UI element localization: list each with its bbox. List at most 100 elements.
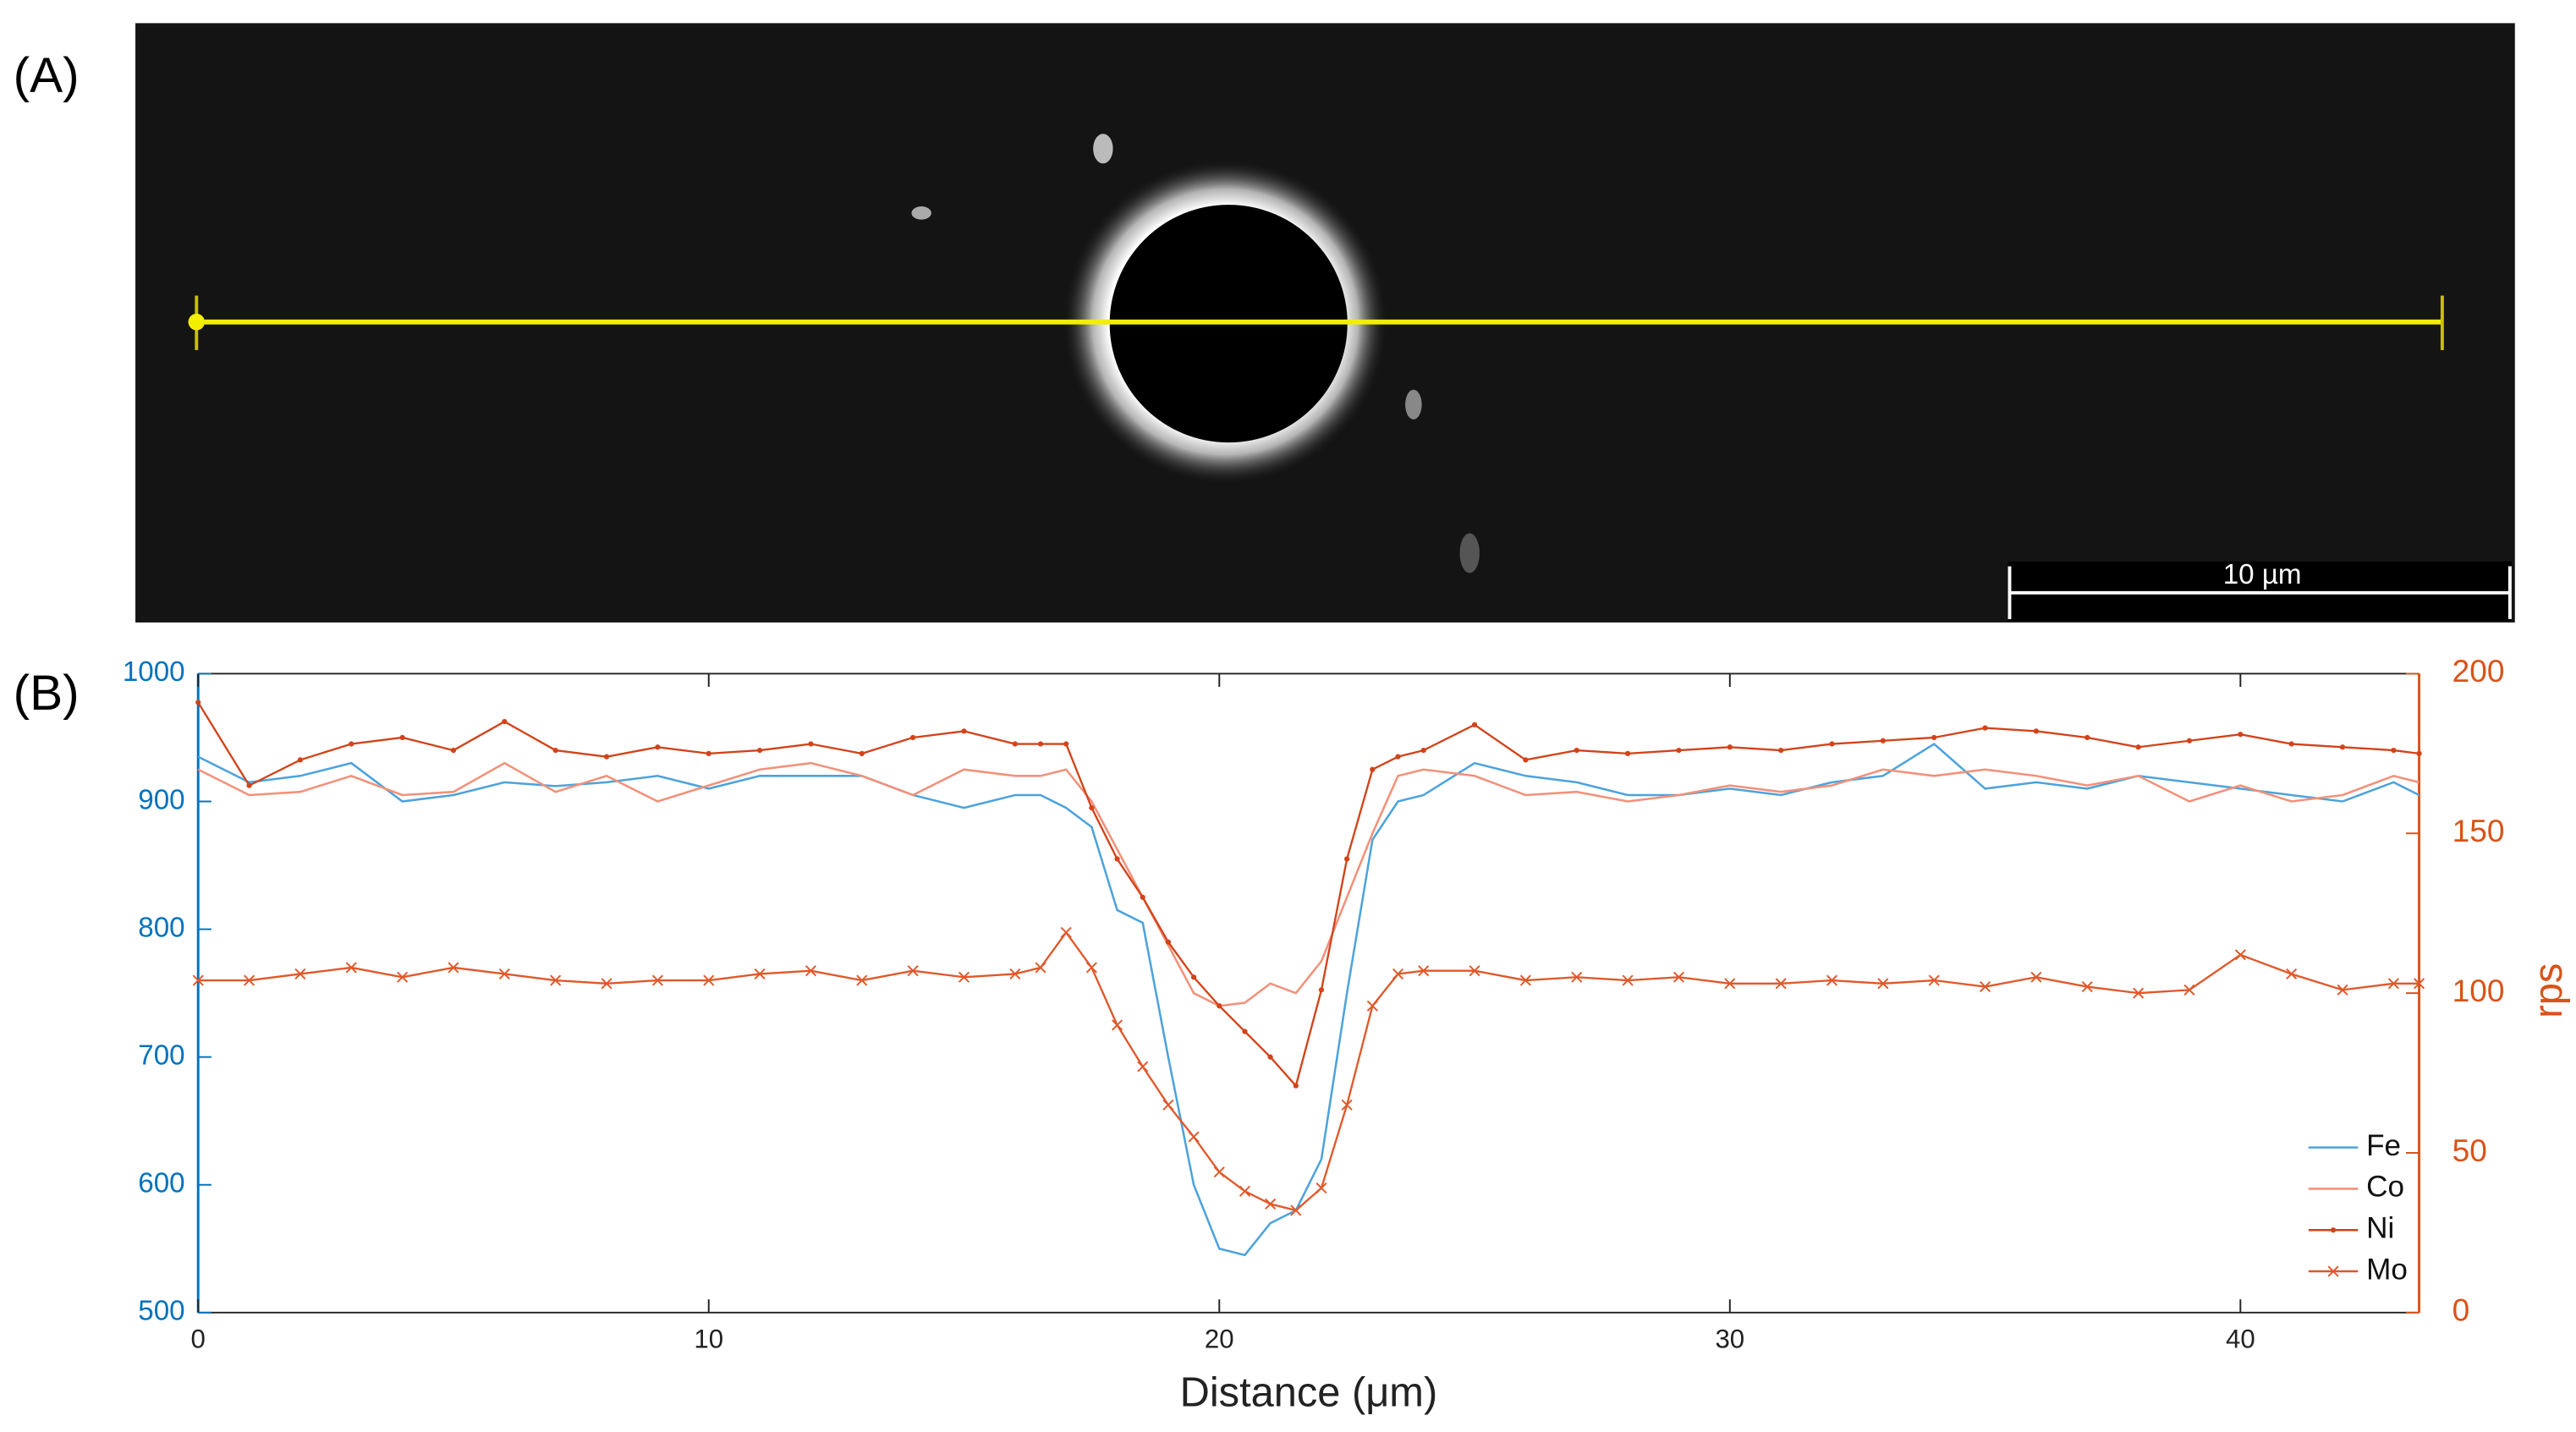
line-chart: 0 10 20 30 40 500 600 700 800 900 1000 0 50 100 150 200… <box>123 653 2570 1415</box>
y-tick-label: 1000 <box>123 656 185 688</box>
point <box>1519 974 1531 986</box>
point <box>552 747 558 754</box>
point <box>1877 978 1889 990</box>
point <box>1242 1029 1248 1034</box>
legend-label: Ni <box>2366 1212 2394 1245</box>
point <box>1826 974 1838 986</box>
point <box>1571 971 1583 983</box>
point <box>2337 984 2348 996</box>
point <box>703 974 715 986</box>
point <box>2033 728 2040 734</box>
line <box>197 701 2419 1089</box>
x-tick-label: 0 <box>191 1324 206 1353</box>
point <box>2186 738 2193 743</box>
series <box>192 926 2425 1216</box>
x-tick-label: 20 <box>1205 1324 1234 1353</box>
x-tick-label: 10 <box>694 1324 723 1353</box>
x-tick-label: 30 <box>1715 1324 1744 1353</box>
point <box>399 734 405 741</box>
point <box>2135 744 2141 750</box>
sem-image: 10 µm <box>135 23 2515 623</box>
point <box>294 968 306 980</box>
point <box>1344 856 1350 862</box>
line <box>197 742 2420 1257</box>
y-tick-label: 900 <box>138 784 184 815</box>
point <box>1035 962 1046 974</box>
point <box>1089 804 1095 811</box>
point <box>1982 725 1988 731</box>
y2-tick-label: 100 <box>2452 973 2505 1008</box>
y-tick-label: 600 <box>138 1168 184 1199</box>
point <box>1574 747 1579 754</box>
point <box>1775 978 1787 990</box>
point <box>1162 1099 1174 1111</box>
y-tick-label: 700 <box>138 1040 184 1071</box>
point <box>1928 974 1940 986</box>
particle <box>1093 134 1113 164</box>
panel-label: (B) <box>14 666 80 721</box>
point <box>345 962 357 974</box>
x-tick-label: 40 <box>2226 1324 2255 1353</box>
point <box>1165 939 1172 945</box>
point <box>1137 1061 1149 1073</box>
legend-label: Co <box>2366 1171 2404 1204</box>
point <box>1112 1019 1123 1031</box>
point <box>910 734 916 741</box>
point <box>907 965 919 977</box>
series <box>197 742 2420 1257</box>
point <box>2238 732 2244 738</box>
point <box>958 971 970 983</box>
point <box>1829 741 1835 747</box>
point <box>1217 1003 1222 1009</box>
point <box>1037 741 1044 747</box>
point <box>2414 978 2425 990</box>
point <box>1060 926 1072 938</box>
legend-label: Mo <box>2366 1253 2408 1286</box>
point <box>2183 984 2195 996</box>
point <box>1293 1083 1299 1089</box>
point <box>1063 741 1069 747</box>
point <box>1469 965 1480 977</box>
point <box>244 974 255 986</box>
point <box>450 747 457 754</box>
point <box>2081 981 2093 993</box>
point <box>1265 1198 1277 1210</box>
point <box>1778 747 1784 754</box>
point <box>1880 738 1886 743</box>
point <box>1931 734 1937 741</box>
series <box>197 761 2419 1007</box>
point <box>1523 757 1529 763</box>
point <box>756 747 763 754</box>
point <box>706 750 711 756</box>
point <box>1624 750 1631 756</box>
point <box>2234 949 2246 961</box>
point <box>498 968 510 980</box>
point <box>1239 1185 1251 1197</box>
legend-label: Fe <box>2366 1129 2401 1162</box>
point <box>655 744 661 750</box>
point <box>1188 1131 1200 1143</box>
y-tick-label: 500 <box>138 1296 184 1327</box>
point <box>2133 987 2145 999</box>
point <box>1366 1000 1378 1012</box>
point <box>2339 744 2346 750</box>
point <box>961 728 967 734</box>
y2-tick-label: 50 <box>2452 1133 2487 1168</box>
point <box>2286 968 2298 980</box>
point <box>1085 962 1097 974</box>
x-axis-label: Distance (μm) <box>1180 1369 1438 1415</box>
particle <box>1459 533 1480 573</box>
legend-marker <box>2330 1227 2337 1233</box>
point <box>1318 987 1325 993</box>
panel-label: (A) <box>14 48 80 103</box>
y2-tick-label: 150 <box>2452 813 2505 848</box>
point <box>397 971 409 983</box>
point <box>1676 747 1682 754</box>
point <box>603 754 610 760</box>
point <box>502 718 508 725</box>
y2-tick-label: 0 <box>2452 1292 2470 1328</box>
point <box>1315 1182 1327 1194</box>
point <box>2084 734 2090 741</box>
